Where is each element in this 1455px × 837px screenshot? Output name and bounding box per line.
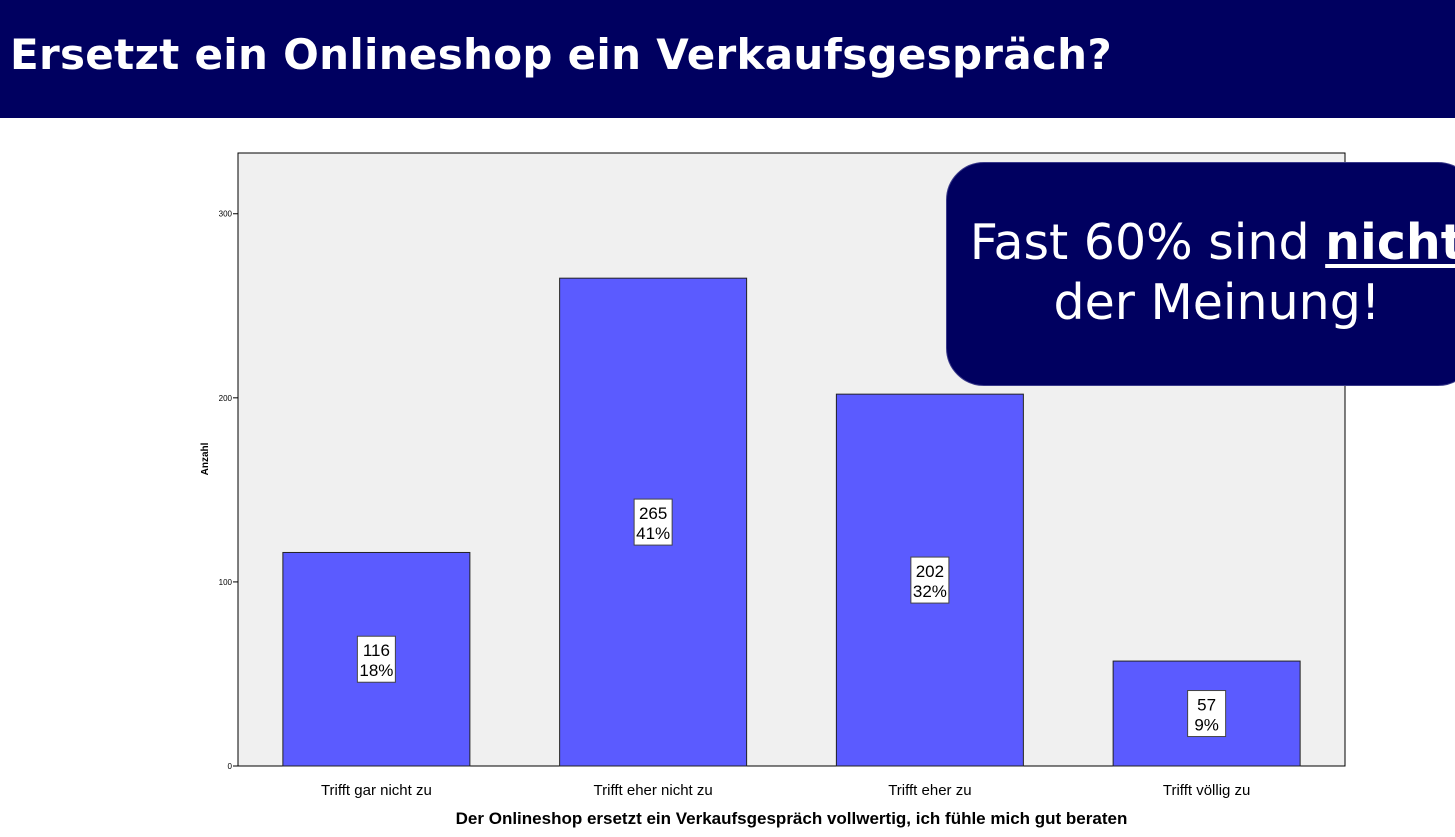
data-label-percent: 9% xyxy=(1194,716,1219,735)
data-label-box xyxy=(356,635,396,683)
x-tick-label: Trifft eher nicht zu xyxy=(594,782,713,799)
callout-emphasis: nicht xyxy=(1325,214,1455,271)
y-axis: 0 100 200 300 xyxy=(219,210,238,771)
data-label-percent: 32% xyxy=(913,582,947,601)
x-tick-label: Trifft gar nicht zu xyxy=(321,782,432,799)
x-tick-label: Trifft eher zu xyxy=(888,782,971,799)
callout-text: Fast 60% sind nicht der Meinung! xyxy=(947,213,1455,333)
callout-line2: der Meinung! xyxy=(1053,274,1381,331)
callout-prefix: Fast 60% sind xyxy=(969,214,1326,271)
y-tick-label: 200 xyxy=(219,394,233,403)
data-label-box xyxy=(1187,690,1227,738)
data-label-count: 116 xyxy=(363,641,390,660)
data-label-percent: 41% xyxy=(636,524,670,543)
x-axis: Trifft gar nicht zu Trifft eher nicht zu T… xyxy=(321,782,1250,799)
data-label-box xyxy=(633,498,673,546)
x-tick-label: Trifft völlig zu xyxy=(1163,782,1251,799)
data-label-box xyxy=(910,556,950,604)
y-axis-label: Anzahl xyxy=(200,442,211,475)
x-axis-label: Der Onlineshop ersetzt ein Verkaufsgespr… xyxy=(456,809,1128,828)
data-label-count: 57 xyxy=(1197,696,1216,715)
callout-box: Fast 60% sind nicht der Meinung! xyxy=(946,162,1455,386)
page-title: Ersetzt ein Onlineshop ein Verkaufsgespr… xyxy=(10,30,1113,79)
data-label-percent: 18% xyxy=(359,661,393,680)
y-tick-label: 100 xyxy=(219,578,233,587)
data-label-count: 202 xyxy=(916,562,944,581)
y-tick-label: 0 xyxy=(228,762,233,771)
header-bar: Ersetzt ein Onlineshop ein Verkaufsgespr… xyxy=(0,0,1455,118)
data-label-count: 265 xyxy=(639,504,667,523)
y-tick-label: 300 xyxy=(219,210,233,219)
